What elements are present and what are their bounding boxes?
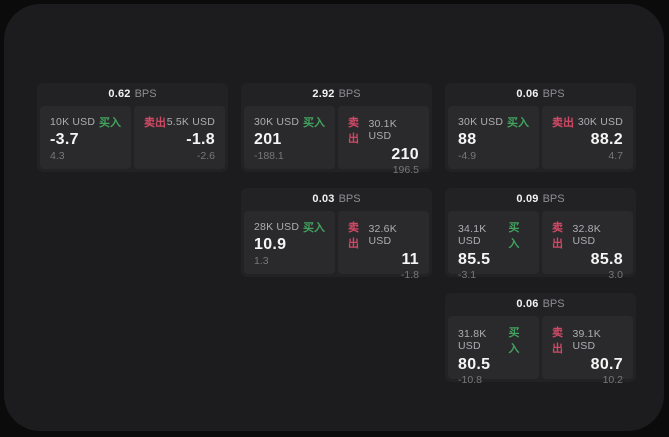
spread-unit-label: BPS	[134, 88, 157, 100]
spread-header: 0.06 BPS	[448, 83, 633, 106]
spread-value: 0.06	[516, 298, 539, 310]
spread-unit-label: BPS	[542, 193, 565, 205]
quote-card: 0.03 BPS 28K USD 买入 10.9 1.3 卖出 32.6K US…	[241, 188, 432, 281]
sell-amount: 32.8K USD	[572, 223, 601, 247]
buy-price: -3.7	[50, 131, 79, 148]
sell-price: 80.7	[590, 356, 623, 373]
quotes-panel: 0.62 BPS 10K USD 买入 -3.7 4.3 卖出 5.5K USD…	[4, 4, 664, 431]
sell-quote-tile[interactable]: 卖出 32.8K USD 85.8 3.0	[542, 211, 633, 281]
buy-amount: 34.1K USD	[458, 223, 487, 247]
quote-grid: 0.62 BPS 10K USD 买入 -3.7 4.3 卖出 5.5K USD…	[37, 83, 636, 386]
spread-header: 0.09 BPS	[448, 188, 633, 211]
spread-value: 2.92	[312, 88, 335, 100]
quote-sides: 10K USD 买入 -3.7 4.3 卖出 5.5K USD -1.8 -2.…	[40, 106, 225, 169]
sell-label: 卖出	[552, 327, 563, 355]
spread-header: 0.06 BPS	[448, 293, 633, 316]
sell-change: -1.8	[400, 269, 419, 281]
spread-unit-label: BPS	[542, 88, 565, 100]
spread-value: 0.09	[516, 193, 539, 205]
quote-sides: 30K USD 买入 88 -4.9 卖出 30K USD 88.2 4.7	[448, 106, 633, 169]
buy-label: 买入	[303, 117, 325, 129]
spread-unit-label: BPS	[542, 298, 565, 310]
sell-change: 3.0	[608, 269, 623, 281]
sell-label: 卖出	[552, 222, 563, 250]
sell-amount: 39.1K USD	[572, 328, 601, 352]
spread-header: 0.62 BPS	[40, 83, 225, 106]
buy-quote-tile[interactable]: 31.8K USD 买入 80.5 -10.8	[448, 316, 539, 386]
buy-amount: 30K USD	[458, 116, 504, 128]
spread-value: 0.06	[516, 88, 539, 100]
quote-card: 0.09 BPS 34.1K USD 买入 85.5 -3.1 卖出 32.8K…	[445, 188, 636, 281]
buy-amount: 10K USD	[50, 116, 96, 128]
quote-card: 0.06 BPS 30K USD 买入 88 -4.9 卖出 30K USD 8…	[445, 83, 636, 172]
sell-label: 卖出	[552, 117, 574, 129]
sell-price: 210	[391, 146, 419, 163]
buy-price: 80.5	[458, 356, 491, 373]
sell-quote-tile[interactable]: 卖出 39.1K USD 80.7 10.2	[542, 316, 633, 386]
buy-label: 买入	[507, 117, 529, 129]
quote-sides: 28K USD 买入 10.9 1.3 卖出 32.6K USD 11 -1.8	[244, 211, 429, 281]
buy-label: 买入	[303, 222, 325, 234]
buy-quote-tile[interactable]: 30K USD 买入 88 -4.9	[448, 106, 539, 169]
sell-change: -2.6	[196, 150, 215, 162]
buy-quote-tile[interactable]: 28K USD 买入 10.9 1.3	[244, 211, 335, 274]
buy-change: -188.1	[254, 150, 284, 162]
sell-change: 4.7	[608, 150, 623, 162]
spread-unit-label: BPS	[338, 88, 361, 100]
sell-amount: 5.5K USD	[166, 116, 215, 128]
buy-label: 买入	[508, 222, 520, 250]
sell-quote-tile[interactable]: 卖出 30.1K USD 210 196.5	[338, 106, 429, 176]
quote-sides: 34.1K USD 买入 85.5 -3.1 卖出 32.8K USD 85.8…	[448, 211, 633, 281]
sell-label: 卖出	[144, 117, 166, 129]
buy-change: -3.1	[458, 269, 477, 281]
spread-unit-label: BPS	[338, 193, 361, 205]
sell-quote-tile[interactable]: 卖出 5.5K USD -1.8 -2.6	[134, 106, 225, 169]
quote-card: 0.62 BPS 10K USD 买入 -3.7 4.3 卖出 5.5K USD…	[37, 83, 228, 172]
sell-quote-tile[interactable]: 卖出 32.6K USD 11 -1.8	[338, 211, 429, 281]
spread-value: 0.62	[108, 88, 131, 100]
spread-value: 0.03	[312, 193, 335, 205]
quote-sides: 30K USD 买入 201 -188.1 卖出 30.1K USD 210 1…	[244, 106, 429, 176]
buy-amount: 30K USD	[254, 116, 300, 128]
buy-label: 买入	[99, 117, 121, 129]
buy-change: -4.9	[458, 150, 477, 162]
sell-amount: 30K USD	[577, 116, 623, 128]
buy-price: 201	[254, 131, 282, 148]
buy-quote-tile[interactable]: 10K USD 买入 -3.7 4.3	[40, 106, 131, 169]
buy-price: 85.5	[458, 251, 491, 268]
sell-change: 196.5	[392, 164, 419, 176]
buy-price: 88	[458, 131, 477, 148]
quote-card: 2.92 BPS 30K USD 买入 201 -188.1 卖出 30.1K …	[241, 83, 432, 176]
buy-change: -10.8	[458, 374, 482, 386]
sell-price: 85.8	[590, 251, 623, 268]
sell-price: 88.2	[590, 131, 623, 148]
buy-quote-tile[interactable]: 30K USD 买入 201 -188.1	[244, 106, 335, 169]
spread-header: 0.03 BPS	[244, 188, 429, 211]
quote-card: 0.06 BPS 31.8K USD 买入 80.5 -10.8 卖出 39.1…	[445, 293, 636, 386]
sell-amount: 30.1K USD	[368, 118, 397, 142]
sell-label: 卖出	[348, 117, 359, 145]
sell-price: 11	[401, 251, 419, 268]
sell-price: -1.8	[186, 131, 215, 148]
buy-label: 买入	[508, 327, 520, 355]
buy-amount: 28K USD	[254, 221, 300, 233]
sell-quote-tile[interactable]: 卖出 30K USD 88.2 4.7	[542, 106, 633, 169]
buy-price: 10.9	[254, 236, 287, 253]
buy-change: 4.3	[50, 150, 65, 162]
quote-sides: 31.8K USD 买入 80.5 -10.8 卖出 39.1K USD 80.…	[448, 316, 633, 386]
sell-label: 卖出	[348, 222, 359, 250]
spread-header: 2.92 BPS	[244, 83, 429, 106]
sell-change: 10.2	[602, 374, 623, 386]
buy-amount: 31.8K USD	[458, 328, 487, 352]
buy-change: 1.3	[254, 255, 269, 267]
buy-quote-tile[interactable]: 34.1K USD 买入 85.5 -3.1	[448, 211, 539, 281]
sell-amount: 32.6K USD	[368, 223, 397, 247]
